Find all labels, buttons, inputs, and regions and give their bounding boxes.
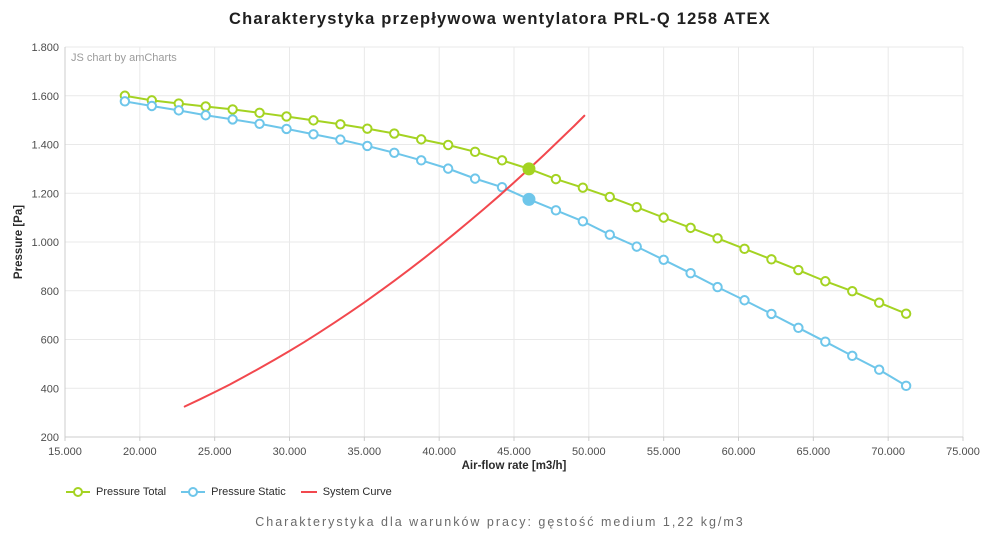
data-point-marker[interactable] [873, 364, 885, 375]
data-point-marker[interactable] [793, 322, 804, 333]
data-point-marker[interactable] [604, 229, 615, 240]
x-tick-label: 30.000 [273, 446, 307, 458]
data-point-marker[interactable] [847, 286, 858, 297]
x-tick-label: 40.000 [422, 446, 456, 458]
data-point-marker[interactable] [200, 101, 211, 112]
data-point-marker[interactable] [308, 115, 319, 126]
chart-legend: Pressure Total Pressure Static System Cu… [66, 486, 392, 498]
y-tick-label: 1.000 [31, 237, 59, 249]
data-point-marker[interactable] [766, 308, 777, 320]
data-point-marker[interactable] [362, 123, 373, 134]
y-tick-label: 600 [41, 335, 59, 347]
y-tick-label: 1.400 [31, 140, 59, 152]
y-tick-label: 1.600 [31, 91, 59, 103]
data-point-marker[interactable] [173, 105, 184, 116]
data-point-marker[interactable] [200, 110, 211, 121]
data-point-marker[interactable] [281, 123, 292, 135]
x-tick-label: 50.000 [572, 446, 606, 458]
data-point-marker[interactable] [362, 140, 373, 152]
data-point-marker[interactable] [227, 114, 238, 125]
x-tick-label: 65.000 [797, 446, 831, 458]
data-point-marker[interactable] [550, 173, 562, 185]
pressure-static-marker-icon [181, 487, 206, 497]
data-point-marker[interactable] [631, 201, 642, 213]
y-tick-label: 1.200 [31, 188, 59, 200]
data-point-marker[interactable] [712, 233, 723, 244]
legend-item-pressure-static[interactable]: Pressure Static [181, 486, 286, 498]
data-point-marker[interactable] [685, 222, 696, 234]
system-curve-marker-icon [300, 491, 317, 493]
data-point-marker[interactable] [658, 254, 669, 265]
series-line [124, 94, 907, 315]
data-point-marker[interactable] [496, 181, 508, 193]
data-point-marker[interactable] [442, 139, 454, 151]
data-point-marker[interactable] [550, 205, 562, 216]
system-curve-line [183, 114, 586, 408]
y-tick-label: 800 [41, 286, 59, 298]
legend-label: System Curve [322, 486, 392, 498]
data-point-marker[interactable] [847, 350, 858, 362]
data-point-marker[interactable] [766, 254, 777, 265]
data-point-marker[interactable] [496, 155, 508, 166]
data-point-marker[interactable] [442, 163, 454, 174]
data-point-marker[interactable] [712, 281, 723, 293]
data-point-marker[interactable] [793, 264, 804, 276]
data-point-marker[interactable] [389, 128, 400, 139]
data-point-marker[interactable] [631, 241, 642, 252]
x-tick-label: 70.000 [871, 446, 905, 458]
data-point-marker[interactable] [416, 134, 427, 145]
chart-canvas[interactable]: 15.000 20.000 25.000 30.000 35.000 40.000 45.0… [0, 0, 1000, 478]
amcharts-watermark-link[interactable]: JS chart by amCharts [71, 52, 177, 64]
x-tick-label: 20.000 [123, 446, 157, 458]
data-point-marker[interactable] [739, 295, 750, 306]
x-tick-label: 25.000 [198, 446, 232, 458]
x-tick-label: 45.000 [497, 446, 531, 458]
operating-point-marker[interactable] [522, 192, 536, 206]
legend-label: Pressure Static [211, 486, 286, 498]
data-point-marker[interactable] [469, 146, 481, 158]
page-title: Charakterystyka przepływowa wentylatora … [229, 10, 771, 28]
data-point-marker[interactable] [658, 212, 669, 223]
data-point-marker[interactable] [416, 155, 427, 166]
data-point-marker[interactable] [119, 96, 131, 107]
data-point-marker[interactable] [146, 100, 158, 112]
data-point-marker[interactable] [308, 129, 319, 140]
data-point-marker[interactable] [577, 216, 589, 227]
data-point-marker[interactable] [577, 182, 589, 193]
operating-point-marker[interactable] [522, 162, 536, 176]
x-tick-label: 55.000 [647, 446, 681, 458]
pressure-total-marker-icon [66, 487, 90, 497]
y-tick-label: 1.800 [31, 42, 59, 54]
y-tick-label: 400 [41, 383, 59, 395]
data-point-marker[interactable] [389, 147, 400, 158]
data-point-marker[interactable] [254, 107, 265, 119]
data-point-marker[interactable] [469, 173, 481, 184]
data-point-marker[interactable] [685, 268, 696, 279]
data-point-marker[interactable] [900, 308, 912, 319]
data-point-marker[interactable] [335, 134, 346, 145]
x-tick-label: 15.000 [48, 446, 82, 458]
legend-label: Pressure Total [96, 486, 167, 498]
data-point-marker[interactable] [335, 119, 346, 130]
legend-item-system-curve[interactable]: System Curve [300, 486, 392, 498]
data-point-marker[interactable] [254, 118, 265, 129]
data-point-marker[interactable] [739, 243, 750, 255]
x-axis-title: Air-flow rate [m3/h] [462, 460, 567, 472]
x-tick-label: 75.000 [946, 446, 980, 458]
data-point-marker[interactable] [820, 336, 831, 347]
data-point-marker[interactable] [227, 104, 238, 115]
data-point-marker[interactable] [281, 111, 292, 122]
data-point-marker[interactable] [900, 380, 912, 392]
y-tick-label: 200 [41, 432, 59, 444]
legend-item-pressure-total[interactable]: Pressure Total [66, 486, 166, 498]
x-tick-label: 60.000 [722, 446, 756, 458]
x-tick-label: 35.000 [348, 446, 382, 458]
y-axis-title: Pressure [Pa] [13, 205, 25, 279]
data-point-marker[interactable] [820, 276, 831, 287]
data-point-marker[interactable] [604, 191, 615, 203]
data-point-marker[interactable] [873, 297, 885, 308]
chart-footnote: Charakterystyka dla warunków pracy: gęst… [255, 515, 745, 529]
